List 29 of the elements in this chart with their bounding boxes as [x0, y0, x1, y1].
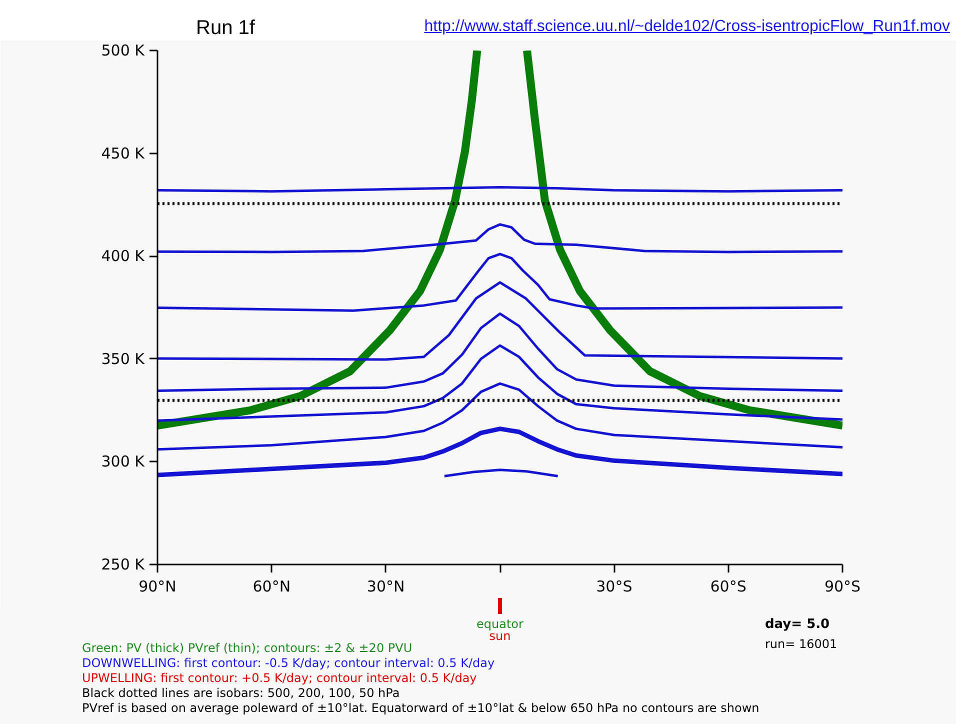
- line-series: [158, 382, 842, 451]
- line-series: [158, 223, 842, 254]
- chart-title: Run 1f: [196, 16, 255, 41]
- line-series: [158, 426, 842, 478]
- y-tick-label: 500 K: [101, 42, 146, 60]
- text: Black dotted lines are isobars: 500, 200, 100, 50 hPa: [82, 685, 400, 702]
- text: http://www.staff.science.uu.nl/~delde102/Cross-isentropicFlow_Run1f.mov: [424, 17, 950, 37]
- text: DOWNWELLING: first contour: -0.5 K/day; contour interval: 0.5 K/day: [82, 655, 495, 672]
- y-tick-label: 350 K: [101, 350, 146, 368]
- text: day= 5.0: [765, 616, 830, 634]
- line-series: [158, 252, 842, 312]
- y-tick-label: 400 K: [101, 247, 146, 266]
- x-tick-label: 30°S: [596, 578, 632, 596]
- text: Green: PV (thick) PVref (thin); contours: ±2 & ±20 PVU: [82, 640, 412, 657]
- x-tick-label: 60°N: [252, 578, 291, 596]
- line-series: [158, 344, 842, 422]
- y-tick-label: 250 K: [101, 556, 146, 574]
- line-series: [158, 281, 842, 361]
- line-series: [443, 468, 560, 478]
- x-tick-label: 90°S: [824, 578, 861, 596]
- text: PVref is based on average poleward of ±10°lat. Equatorward of ±10°lat & below 650 hPa no contours are shown: [82, 700, 760, 717]
- text: run= 16001: [765, 636, 838, 653]
- x-tick-label: 60°S: [710, 578, 746, 596]
- x-tick-label: 30°N: [366, 578, 405, 596]
- y-tick-label: 450 K: [101, 144, 146, 162]
- line-series: [158, 312, 842, 392]
- y-tick-label: 300 K: [101, 452, 146, 471]
- x-tick-label: 90°N: [138, 578, 176, 596]
- text: UPWELLING: first contour: +0.5 K/day; contour interval: 0.5 K/day: [82, 670, 477, 687]
